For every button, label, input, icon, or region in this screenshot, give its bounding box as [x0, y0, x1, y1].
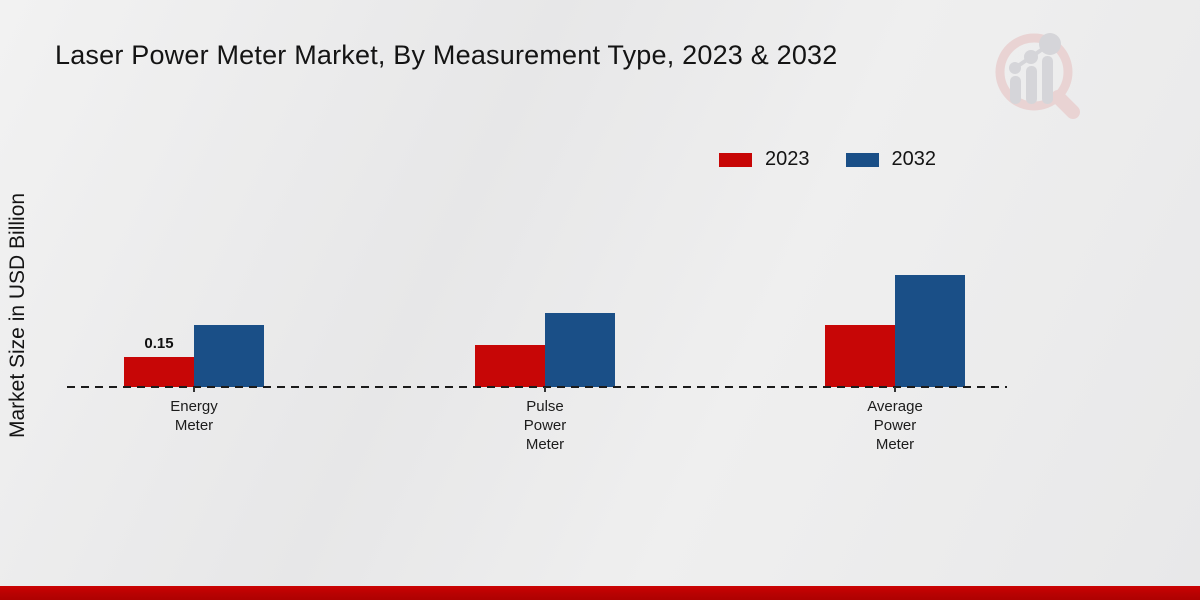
- bar-2023-energy-meter: [124, 357, 194, 387]
- bar-2023-pulse-power-meter: [475, 345, 545, 387]
- y-axis-label: Market Size in USD Billion: [6, 192, 29, 438]
- bar-2032-energy-meter: [194, 325, 264, 387]
- chart-title: Laser Power Meter Market, By Measurement…: [55, 40, 838, 70]
- legend: 2023 2032: [719, 148, 936, 171]
- x-axis-baseline: [67, 386, 1007, 388]
- bar-2032-average-power-meter: [895, 275, 965, 387]
- magnifier-bar-chart-logo: [995, 33, 1080, 119]
- legend-item-2023: 2023: [719, 148, 810, 171]
- legend-item-2032: 2032: [845, 148, 937, 171]
- legend-swatch-2032: [845, 152, 879, 167]
- x-axis-tick: [894, 387, 896, 392]
- footer-red-band: [0, 586, 1200, 600]
- bar-2023-average-power-meter: [825, 325, 895, 387]
- bar-2032-pulse-power-meter: [545, 313, 615, 387]
- legend-label: 2032: [891, 148, 937, 170]
- category-label-average-power-meter: Average Power Meter: [867, 398, 923, 453]
- legend-swatch-2023: [719, 152, 752, 167]
- legend-label: 2023: [765, 148, 810, 170]
- x-axis-tick: [193, 387, 195, 392]
- category-label-pulse-power-meter: Pulse Power Meter: [523, 398, 567, 453]
- x-axis-tick: [544, 387, 546, 392]
- bar-value-label: 0.15: [144, 335, 174, 352]
- category-label-energy-meter: Energy Meter: [170, 398, 218, 434]
